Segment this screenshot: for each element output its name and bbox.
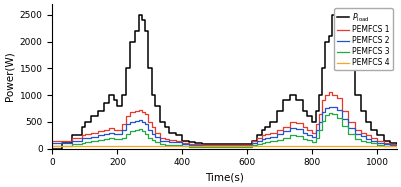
- X-axis label: Time(s): Time(s): [205, 173, 244, 183]
- Legend: $P_{\rm load}$, PEMFCS 1, PEMFCS 2, PEMFCS 3, PEMFCS 4: $P_{\rm load}$, PEMFCS 1, PEMFCS 2, PEMF…: [334, 8, 393, 70]
- Y-axis label: Power(W): Power(W): [4, 51, 14, 101]
